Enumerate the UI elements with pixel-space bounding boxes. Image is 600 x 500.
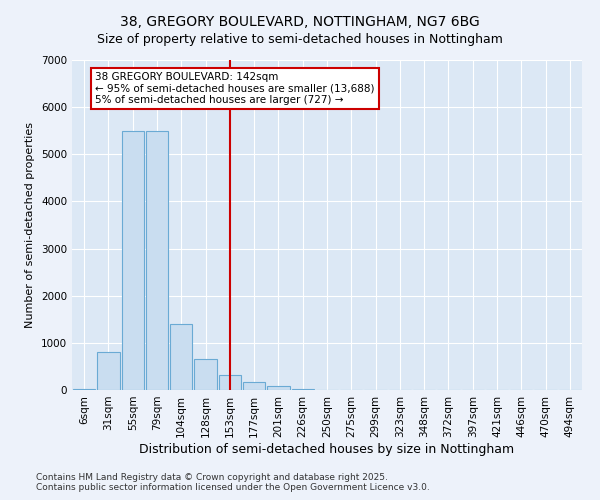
Bar <box>243 382 265 390</box>
Bar <box>218 375 241 390</box>
X-axis label: Distribution of semi-detached houses by size in Nottingham: Distribution of semi-detached houses by … <box>139 442 515 456</box>
Text: 38 GREGORY BOULEVARD: 142sqm
← 95% of semi-detached houses are smaller (13,688)
: 38 GREGORY BOULEVARD: 142sqm ← 95% of se… <box>95 72 374 105</box>
Y-axis label: Number of semi-detached properties: Number of semi-detached properties <box>25 122 35 328</box>
Bar <box>292 388 314 390</box>
Bar <box>122 130 144 390</box>
Bar <box>194 360 217 390</box>
Text: Contains HM Land Registry data © Crown copyright and database right 2025.
Contai: Contains HM Land Registry data © Crown c… <box>36 473 430 492</box>
Bar <box>97 352 119 390</box>
Bar <box>267 386 290 390</box>
Bar <box>170 324 193 390</box>
Text: 38, GREGORY BOULEVARD, NOTTINGHAM, NG7 6BG: 38, GREGORY BOULEVARD, NOTTINGHAM, NG7 6… <box>120 15 480 29</box>
Bar <box>146 130 168 390</box>
Text: Size of property relative to semi-detached houses in Nottingham: Size of property relative to semi-detach… <box>97 32 503 46</box>
